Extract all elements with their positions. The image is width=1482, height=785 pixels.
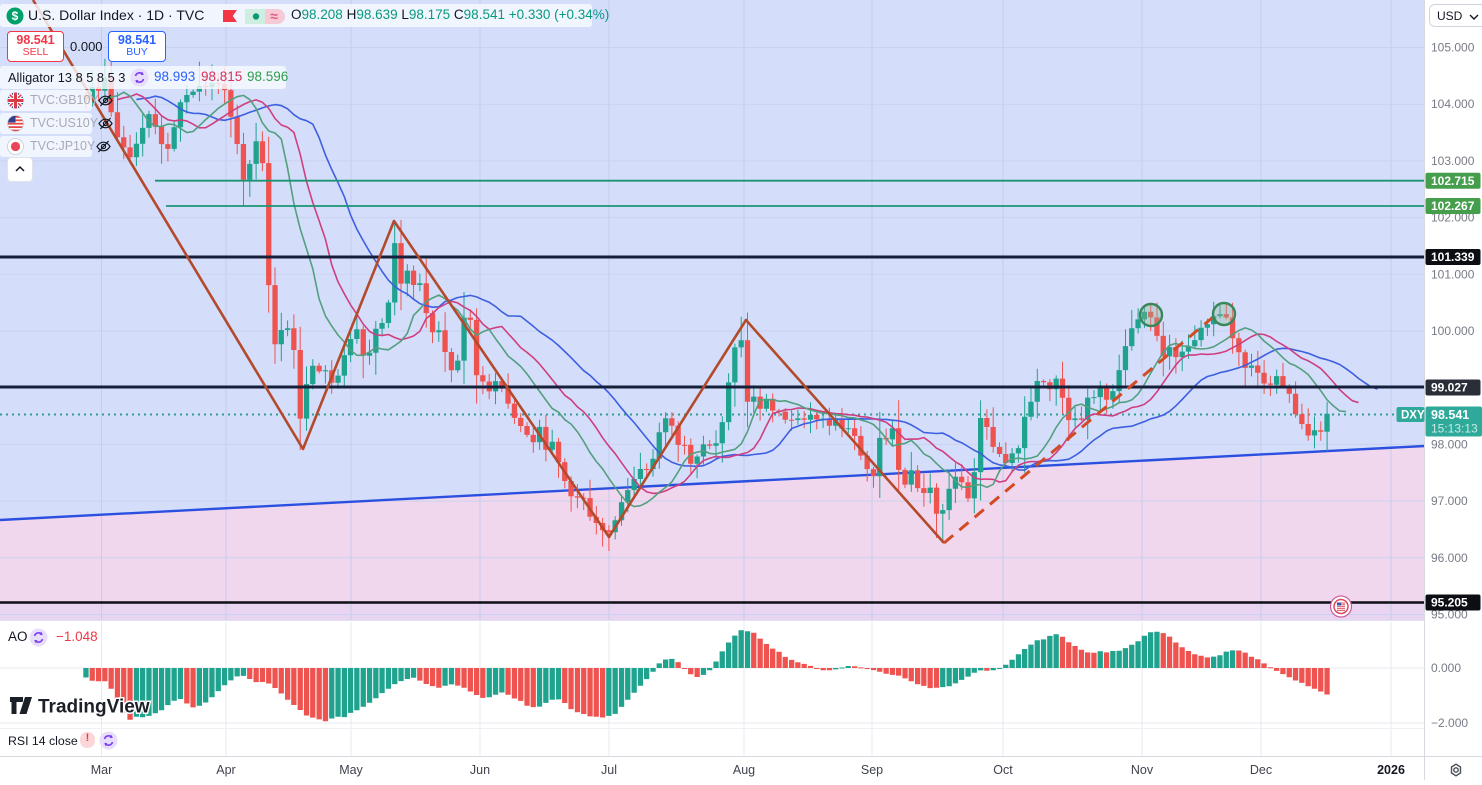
svg-text:Oct: Oct bbox=[993, 763, 1013, 777]
svg-text:TradingView: TradingView bbox=[38, 697, 150, 718]
svg-text:100.000: 100.000 bbox=[1431, 324, 1475, 338]
svg-text:May: May bbox=[339, 763, 363, 777]
svg-text:105.000: 105.000 bbox=[1431, 41, 1475, 55]
svg-text:103.000: 103.000 bbox=[1431, 154, 1475, 168]
svg-text:−2.000: −2.000 bbox=[1431, 716, 1468, 730]
svg-text:101.000: 101.000 bbox=[1431, 267, 1475, 281]
svg-text:102.267: 102.267 bbox=[1431, 199, 1475, 213]
svg-text:97.000: 97.000 bbox=[1431, 494, 1468, 508]
svg-text:102.715: 102.715 bbox=[1431, 174, 1475, 188]
svg-text:$: $ bbox=[12, 9, 19, 23]
svg-text:99.027: 99.027 bbox=[1431, 381, 1468, 395]
svg-text:98.541: 98.541 bbox=[1431, 408, 1469, 422]
svg-text:15:13:13: 15:13:13 bbox=[1431, 422, 1478, 436]
svg-text:98.000: 98.000 bbox=[1431, 437, 1468, 451]
svg-text:0.000: 0.000 bbox=[1431, 661, 1461, 675]
svg-text:101.339: 101.339 bbox=[1431, 250, 1475, 264]
svg-text:DXY: DXY bbox=[1401, 410, 1425, 422]
svg-text:2026: 2026 bbox=[1377, 763, 1405, 777]
svg-text:Apr: Apr bbox=[216, 763, 235, 777]
svg-text:Dec: Dec bbox=[1250, 763, 1272, 777]
svg-text:95.205: 95.205 bbox=[1431, 596, 1468, 610]
svg-text:Jun: Jun bbox=[470, 763, 490, 777]
svg-text:Mar: Mar bbox=[91, 763, 113, 777]
svg-text:104.000: 104.000 bbox=[1431, 97, 1475, 111]
svg-text:Jul: Jul bbox=[601, 763, 617, 777]
svg-text:Sep: Sep bbox=[861, 763, 883, 777]
svg-text:96.000: 96.000 bbox=[1431, 551, 1468, 565]
svg-text:Aug: Aug bbox=[733, 763, 755, 777]
svg-text:Nov: Nov bbox=[1131, 763, 1154, 777]
svg-text:≈: ≈ bbox=[270, 9, 278, 24]
